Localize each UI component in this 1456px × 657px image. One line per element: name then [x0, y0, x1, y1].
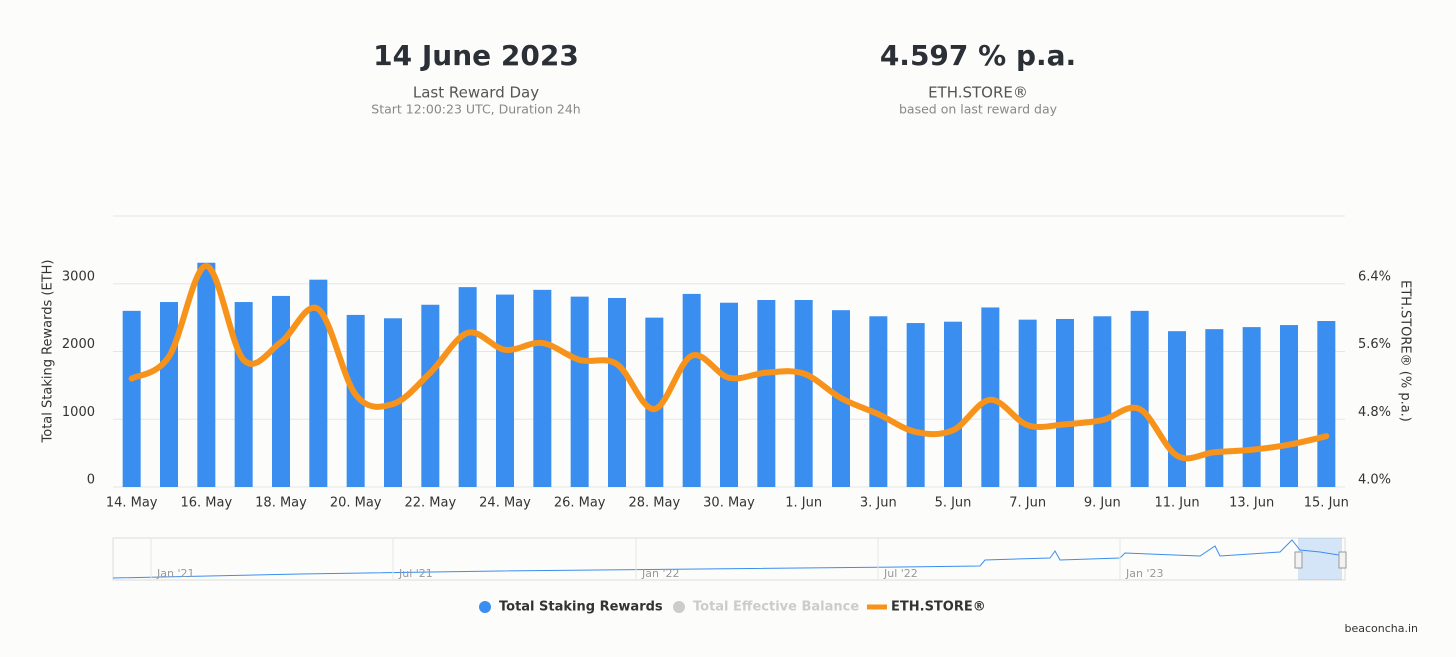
navigator-label: Jan '21 [156, 567, 194, 580]
date-sub: Start 12:00:23 UTC, Duration 24h [371, 102, 580, 117]
x-tick-label: 20. May [330, 496, 382, 511]
x-tick-label: 15. Jun [1304, 496, 1349, 511]
bar [794, 300, 813, 487]
x-tick-label: 16. May [180, 496, 232, 511]
apr: 4.597 % p.a. [880, 39, 1076, 72]
bar [160, 302, 178, 487]
bar [309, 279, 328, 487]
navigator-handle[interactable] [1294, 551, 1303, 569]
bar [1056, 318, 1074, 487]
legend-label[interactable]: Total Effective Balance [693, 600, 859, 615]
y-tick-label: 2000 [62, 337, 95, 352]
y-tick-label: 3000 [62, 269, 95, 284]
bar [1242, 327, 1261, 487]
bar [197, 262, 216, 487]
x-tick-label: 1. Jun [785, 496, 822, 511]
y2-tick-label: 5.6% [1358, 337, 1391, 352]
apr-label: ETH.STORE® [928, 84, 1028, 102]
bar [272, 295, 290, 487]
y2-tick-label: 6.4% [1358, 269, 1391, 284]
legend-marker [479, 601, 491, 613]
x-tick-label: 30. May [703, 496, 755, 511]
x-tick-label: 24. May [479, 496, 531, 511]
navigator-handle[interactable] [1338, 551, 1347, 569]
bar [1018, 319, 1037, 487]
y-tick-label: 0 [87, 473, 95, 488]
legend-label[interactable]: ETH.STORE® [891, 600, 986, 615]
bar [645, 317, 664, 487]
bar [906, 323, 925, 487]
legend-label[interactable]: Total Staking Rewards [499, 600, 663, 615]
bar [458, 287, 477, 487]
bar [1130, 310, 1149, 487]
navigator-label: Jul '22 [883, 567, 918, 580]
x-tick-label: 18. May [255, 496, 307, 511]
bar [1093, 316, 1112, 487]
bar [608, 297, 626, 487]
y2-tick-label: 4.0% [1358, 473, 1391, 488]
navigator-label: Jan '22 [641, 567, 679, 580]
x-tick-label: 13. Jun [1229, 496, 1274, 511]
date-label: Last Reward Day [413, 84, 539, 102]
y-axis-title: Total Staking Rewards (ETH) [41, 260, 56, 444]
bar [1168, 331, 1186, 487]
x-tick-label: 7. Jun [1009, 496, 1046, 511]
line [128, 262, 1330, 462]
bar [1317, 321, 1336, 487]
x-tick-label: 3. Jun [860, 496, 897, 511]
bar [421, 304, 440, 487]
x-tick-label: 11. Jun [1154, 496, 1199, 511]
bar [1280, 325, 1298, 487]
bar [234, 302, 253, 487]
navigator-selection[interactable] [1298, 538, 1342, 580]
navigator-label: Jul '21 [398, 567, 433, 580]
x-tick-label: 26. May [554, 496, 606, 511]
y2-tick-label: 4.8% [1358, 405, 1391, 420]
apr-sub: based on last reward day [899, 102, 1058, 117]
bar [346, 314, 365, 487]
bar [122, 310, 141, 487]
bar [1205, 329, 1224, 487]
footer: beaconcha.in [1344, 622, 1418, 635]
x-tick-label: 14. May [106, 496, 158, 511]
bar [533, 289, 552, 487]
bar [570, 296, 589, 487]
navigator-line [112, 539, 1346, 579]
navigator [112, 537, 1347, 581]
date: 14 June 2023 [373, 39, 579, 72]
x-tick-label: 5. Jun [935, 496, 972, 511]
y2-axis-title: ETH.STORE® (% p.a.) [1398, 280, 1413, 422]
bar [869, 316, 888, 487]
navigator-label: Jan '23 [1125, 567, 1163, 580]
legend: Total Staking Rewards Total Effective Ba… [479, 600, 986, 615]
bar [682, 293, 701, 487]
x-tick-label: 9. Jun [1084, 496, 1121, 511]
x-tick-label: 28. May [628, 496, 680, 511]
bar [757, 300, 776, 487]
bar [496, 294, 514, 487]
bar [720, 302, 738, 487]
x-tick-label: 22. May [404, 496, 456, 511]
bar [944, 321, 962, 487]
y-tick-label: 1000 [62, 405, 95, 420]
legend-marker [673, 601, 685, 613]
